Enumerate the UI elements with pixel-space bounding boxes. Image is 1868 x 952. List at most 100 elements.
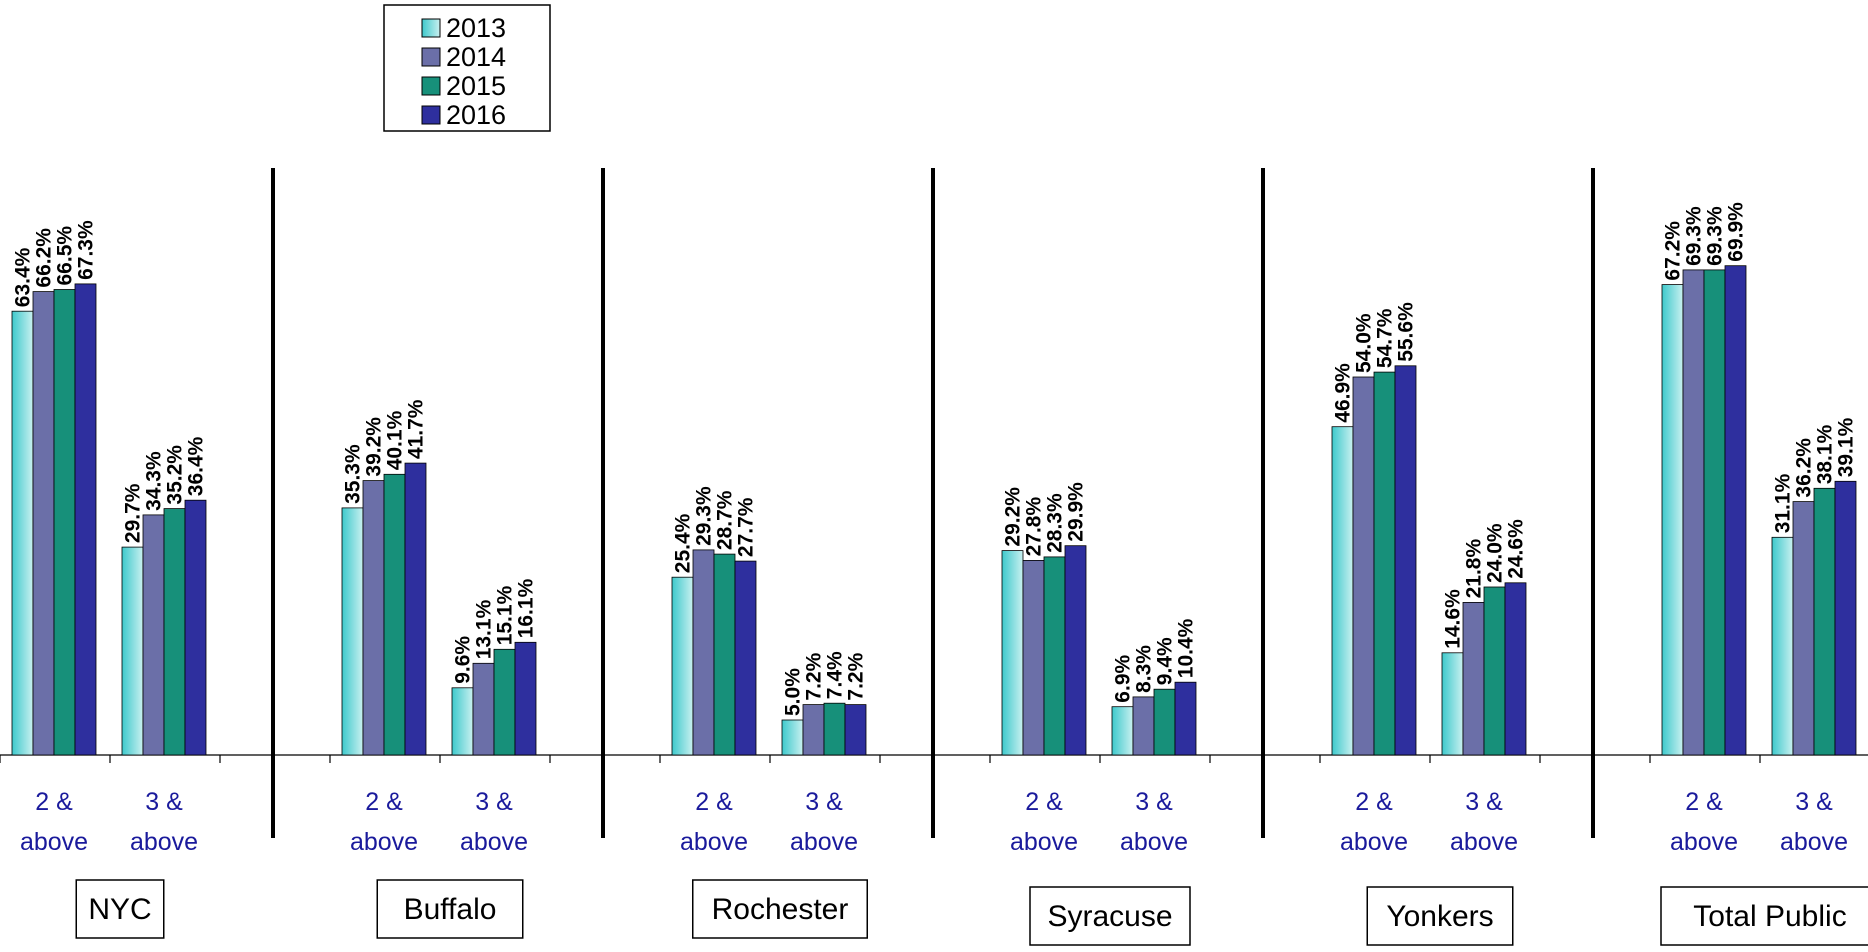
bar-total-public-2014 [1792,501,1815,756]
value-label: 54.7% [1374,308,1397,368]
bar-yonkers-2016 [1394,365,1417,756]
bar-syracuse-2013 [1111,706,1134,756]
value-label: 16.1% [515,578,538,638]
value-label: 10.4% [1175,618,1198,678]
group-label-box [692,879,868,939]
panel-dividers [271,168,1595,838]
group-label: Total Public [1693,900,1846,933]
value-label: 39.1% [1835,417,1858,477]
group-label: Rochester [712,893,849,926]
value-label: 36.2% [1793,438,1816,498]
value-label: 29.9% [1065,482,1088,542]
value-label: 55.6% [1395,302,1418,362]
bar-total-public-2016 [1724,265,1747,756]
bar-syracuse-2016 [1174,681,1197,756]
bars [11,265,1857,756]
legend-entry: 2015 [446,71,506,101]
legend-swatch [421,76,441,96]
bar-rochester-2014 [802,704,825,756]
category-label: above [1780,828,1848,856]
value-label: 40.1% [384,410,407,470]
value-label: 6.9% [1112,655,1135,703]
value-label: 67.2% [1662,221,1685,281]
bar-nyc-2013 [11,310,34,756]
bar-yonkers-2014 [1462,602,1485,756]
value-label: 34.3% [143,451,166,511]
bar-rochester-2015 [713,553,736,756]
legend-swatch [421,18,441,38]
bar-yonkers-2013 [1441,652,1464,756]
bar-buffalo-2016 [404,462,427,756]
bar-yonkers-2013 [1331,426,1354,756]
bar-yonkers-2015 [1483,586,1506,756]
category-label: above [460,828,528,856]
bar-total-public-2015 [1813,487,1836,756]
group-labels: NYC Buffalo Rochester Syracuse Yonkers Total … [75,879,1868,946]
bar-total-public-2013 [1771,536,1794,756]
value-label: 69.3% [1683,206,1706,266]
bar-rochester-2013 [671,576,694,756]
value-label: 7.2% [845,652,868,700]
value-label: 5.0% [782,668,805,716]
value-label: 38.1% [1814,424,1837,484]
bar-syracuse-2014 [1022,560,1045,756]
bar-buffalo-2014 [472,662,495,756]
bar-total-public-2013 [1661,284,1684,756]
value-label: 9.4% [1154,637,1177,685]
category-label: 3 & [1795,788,1833,816]
value-label: 9.6% [452,636,475,684]
bar-nyc-2016 [74,283,97,756]
bar-syracuse-2014 [1132,696,1155,756]
category-label: 2 & [1355,788,1393,816]
category-label: 3 & [475,788,513,816]
value-label: 39.2% [363,417,386,477]
group-label: Syracuse [1047,900,1172,933]
category-label: 2 & [1685,788,1723,816]
value-label: 29.2% [1002,487,1025,547]
bar-total-public-2014 [1682,269,1705,756]
value-label: 7.4% [824,651,847,699]
legend-entry: 2014 [446,42,506,72]
group-label: Yonkers [1386,900,1493,933]
value-label: 24.0% [1484,523,1507,583]
value-label: 36.4% [185,436,208,496]
group-label-box [75,879,165,939]
group-label-box [1029,886,1191,946]
category-label: above [1670,828,1738,856]
bar-rochester-2013 [781,719,804,756]
bar-yonkers-2014 [1352,376,1375,756]
bar-total-public-2016 [1834,480,1857,756]
bar-nyc-2014 [142,514,165,756]
value-label: 66.2% [33,228,56,288]
category-label: above [20,828,88,856]
bar-total-public-2015 [1703,269,1726,756]
group-label: Buffalo [404,893,497,926]
group-label-box [1366,886,1514,946]
value-label: 35.3% [342,444,365,504]
legend-box [383,4,551,132]
category-label: above [680,828,748,856]
bar-rochester-2016 [844,704,867,756]
category-label: above [350,828,418,856]
category-label: 2 & [1025,788,1063,816]
category-label: above [1450,828,1518,856]
bar-nyc-2013 [121,546,144,756]
bar-yonkers-2016 [1504,582,1527,756]
category-label: 2 & [35,788,73,816]
category-label: above [1340,828,1408,856]
bar-buffalo-2013 [341,507,364,756]
value-label: 35.2% [164,445,187,505]
bar-nyc-2015 [163,508,186,756]
category-label: 3 & [1135,788,1173,816]
value-label: 28.7% [714,490,737,550]
value-label: 46.9% [1332,363,1355,423]
category-label: above [1010,828,1078,856]
bar-buffalo-2015 [383,473,406,756]
value-label: 25.4% [672,513,695,573]
bar-buffalo-2014 [362,480,385,756]
legend-swatch [421,105,441,125]
group-label: NYC [88,893,151,926]
category-label: 2 & [365,788,403,816]
